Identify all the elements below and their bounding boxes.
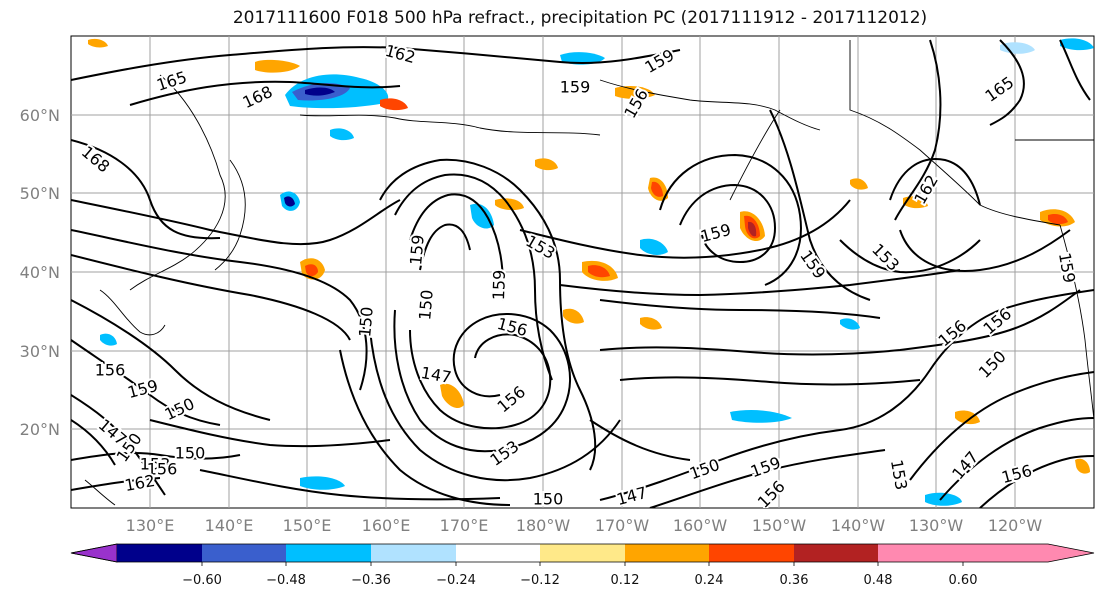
lon-label: 160°E: [362, 516, 411, 535]
contour-label: 159: [489, 269, 509, 300]
lon-label: 130°E: [126, 516, 175, 535]
colorbar-tick-label: −0.36: [351, 573, 391, 588]
colorbar-tick-label: 0.48: [864, 573, 893, 588]
contour-label: 156: [147, 460, 178, 479]
colorbar-segment: [371, 544, 456, 562]
contour-label: 159: [560, 78, 591, 97]
contour-label: 150: [533, 490, 564, 509]
lat-label: 30°N: [20, 342, 60, 361]
precipitation-shading: [88, 38, 1094, 506]
colorbar-tick-label: −0.12: [520, 573, 560, 588]
colorbar-tick-label: 0.36: [780, 573, 809, 588]
lat-label: 40°N: [20, 263, 60, 282]
colorbar-segment: [709, 544, 794, 562]
lon-label: 150°E: [283, 516, 332, 535]
lon-label: 180°W: [516, 516, 571, 535]
colorbar-tick-label: −0.48: [266, 573, 306, 588]
lon-label: 170°E: [440, 516, 489, 535]
refractivity-contours: [71, 39, 1094, 508]
colorbar-segment: [878, 544, 963, 562]
contour-label: 150: [415, 289, 437, 321]
colorbar-segment: [540, 544, 625, 562]
colorbar-extend-right: [963, 544, 1094, 562]
lat-label: 50°N: [20, 184, 60, 203]
colorbar-outline: [70, 543, 1095, 563]
lon-label: 140°E: [205, 516, 254, 535]
lon-label: 170°W: [595, 516, 650, 535]
colorbar-segment: [202, 544, 286, 562]
colorbar-tick-label: −0.24: [436, 573, 476, 588]
colorbar-extend-left: [70, 543, 118, 563]
lon-label: 120°W: [988, 516, 1043, 535]
lon-label: 130°W: [909, 516, 964, 535]
colorbar-segment: [286, 544, 371, 562]
colorbar-segment: [794, 544, 878, 562]
lon-label: 150°W: [752, 516, 807, 535]
lon-label: 160°W: [673, 516, 728, 535]
lat-label: 20°N: [20, 420, 60, 439]
map-title: 2017111600 F018 500 hPa refract., precip…: [232, 8, 928, 28]
longitude-labels: 130°E 140°E 150°E 160°E 170°E 180°W 170°…: [126, 516, 1043, 535]
colorbar-segment: [117, 544, 202, 562]
colorbar: −0.60 −0.48 −0.36 −0.24 −0.12 0.12 0.24 …: [70, 543, 1095, 588]
colorbar-segment: [625, 544, 709, 562]
lon-label: 140°W: [831, 516, 886, 535]
colorbar-segment: [456, 544, 540, 562]
coastlines: [84, 40, 1094, 506]
contour-label: 159: [406, 234, 428, 266]
contour-label: 153: [140, 455, 171, 474]
contour-label: 156: [95, 361, 126, 380]
lat-label: 60°N: [20, 106, 60, 125]
colorbar-tick-label: −0.60: [182, 573, 222, 588]
colorbar-tick-label: 0.24: [695, 573, 724, 588]
contour-label: 150: [355, 306, 377, 338]
colorbar-tick-label: 0.12: [611, 573, 640, 588]
contour-label: 150: [175, 444, 206, 463]
colorbar-tick-label: 0.60: [949, 573, 978, 588]
latitude-labels: 60°N 50°N 40°N 30°N 20°N: [20, 106, 60, 439]
